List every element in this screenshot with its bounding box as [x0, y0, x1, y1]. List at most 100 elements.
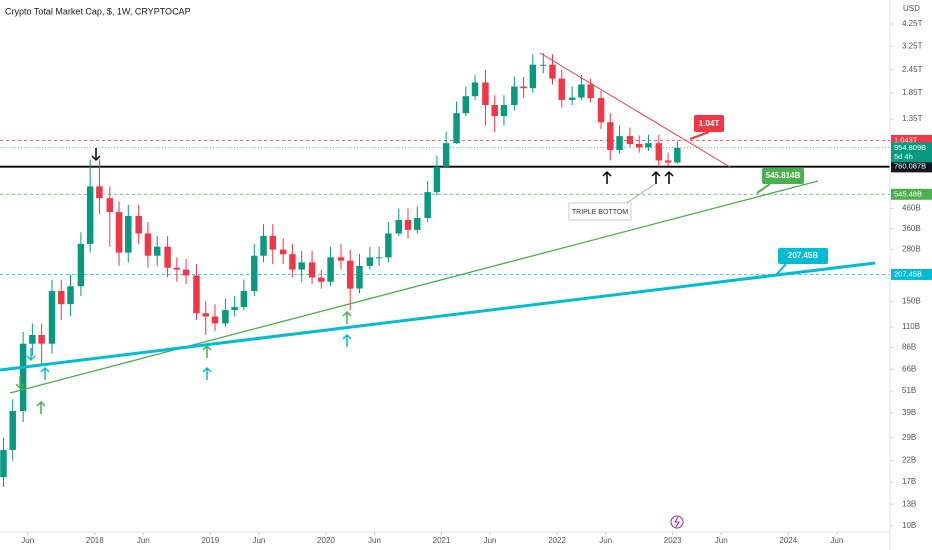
- y-tick-label: 51B: [902, 386, 916, 395]
- candle-body: [346, 260, 354, 289]
- candle-body: [48, 290, 56, 344]
- arrow-up: [664, 170, 674, 184]
- x-tick-label: 2019: [201, 536, 219, 545]
- candle-body: [655, 143, 663, 161]
- candle-body: [251, 255, 258, 291]
- event-icon-bolt: [674, 516, 680, 528]
- candle-body: [222, 310, 229, 324]
- y-tick-label: 17B: [902, 477, 916, 486]
- y-tick-label: 29B: [902, 433, 916, 442]
- y-tick-label: 13B: [902, 499, 916, 508]
- callout-box: [694, 115, 724, 132]
- price-tag-label: 760.087B: [894, 162, 926, 171]
- x-tick-label: 2023: [664, 536, 682, 545]
- price-tag: [891, 161, 932, 173]
- callout-pointer: [689, 131, 710, 140]
- candle-body: [395, 220, 403, 234]
- candle-body: [240, 290, 248, 308]
- arrow-up: [342, 310, 352, 324]
- candle-body: [164, 246, 171, 268]
- candle-body: [67, 286, 74, 305]
- candle-body: [29, 334, 36, 344]
- candle-body: [549, 64, 556, 79]
- candle-body: [86, 186, 94, 244]
- arrow-up: [602, 170, 612, 184]
- candle-body: [125, 215, 132, 253]
- y-tick-label: 86B: [902, 343, 916, 352]
- candle-body: [77, 243, 85, 287]
- candle-body: [500, 105, 508, 117]
- candle-body: [597, 98, 605, 123]
- callout-box: [762, 168, 804, 184]
- candle-body: [0, 449, 7, 478]
- candle-body: [616, 136, 623, 151]
- y-tick-label: 1.85T: [902, 88, 923, 97]
- price-tag: [891, 268, 932, 280]
- annotation-box: [568, 202, 632, 221]
- y-tick-label: 10B: [902, 521, 916, 530]
- price-tag-label: 954.809B: [894, 143, 926, 152]
- candle-body: [491, 105, 498, 117]
- y-tick-label: 66B: [902, 365, 916, 374]
- price-tag-label: 545.48B: [894, 189, 922, 198]
- candle-body: [19, 343, 27, 411]
- candle-body: [558, 78, 565, 100]
- candle-body: [289, 254, 296, 270]
- candle-body: [674, 147, 681, 163]
- y-tick-label: 110B: [902, 322, 920, 331]
- candle-body: [115, 212, 123, 253]
- candle-body: [607, 122, 614, 151]
- candle-body: [664, 160, 672, 163]
- candle-body: [211, 316, 219, 324]
- candle-body: [404, 220, 412, 230]
- x-tick-label: Jun: [599, 536, 612, 545]
- x-tick-label: Jun: [137, 536, 150, 545]
- candle-body: [58, 290, 65, 305]
- price-tag-label: 207.45B: [894, 269, 922, 278]
- y-tick-label: 150B: [902, 296, 921, 305]
- y-tick-label: 4.25T: [902, 19, 923, 28]
- candle-body: [587, 84, 594, 99]
- price-tag-label: 1.043T: [894, 135, 918, 144]
- support-line: [9, 180, 819, 394]
- candle-body: [482, 82, 489, 106]
- candle-body: [433, 166, 441, 193]
- x-tick-label: Jun: [21, 536, 34, 545]
- candle-body: [424, 192, 431, 218]
- callout-pointer: [775, 263, 787, 276]
- resistance-line: [539, 52, 731, 168]
- candle-body: [9, 410, 16, 450]
- callout-label: 1.04T: [699, 119, 720, 128]
- callout-box: [778, 248, 828, 264]
- y-tick-label: 1.35T: [902, 114, 923, 123]
- callout-pointer: [756, 183, 771, 194]
- y-tick-label: 2.45T: [902, 65, 923, 74]
- x-tick-label: 2022: [548, 536, 566, 545]
- x-tick-label: 2020: [317, 536, 335, 545]
- candle-body: [318, 277, 325, 282]
- candle-body: [414, 217, 421, 230]
- x-tick-label: Jun: [484, 536, 497, 545]
- candle-body: [462, 96, 470, 114]
- candle-body: [356, 265, 363, 289]
- x-tick-label: Jun: [252, 536, 265, 545]
- callout-label: 545.814B: [766, 171, 801, 180]
- candle-body: [202, 313, 209, 317]
- candle-body: [269, 235, 277, 250]
- candle-body: [298, 262, 305, 270]
- candle-body: [578, 84, 585, 98]
- candle-body: [144, 233, 152, 256]
- x-tick-label: 2021: [433, 536, 451, 545]
- arrow-up: [40, 366, 50, 380]
- candle-body: [38, 334, 45, 344]
- y-tick-label: 280B: [902, 245, 921, 254]
- candle-body: [626, 136, 634, 145]
- arrow-up: [342, 333, 352, 347]
- arrow-down: [26, 348, 36, 362]
- candle-body: [193, 275, 200, 314]
- candles: [0, 52, 681, 487]
- candle-body: [635, 144, 643, 148]
- candle-body: [260, 235, 267, 256]
- candle-body: [96, 186, 103, 199]
